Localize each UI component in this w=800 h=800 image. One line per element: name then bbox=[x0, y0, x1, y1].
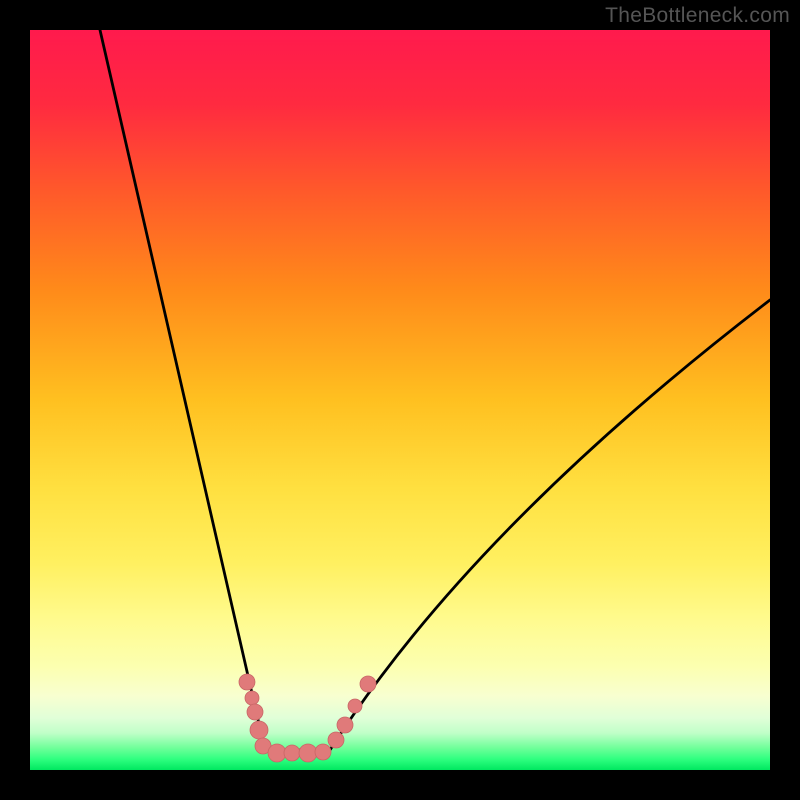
bead bbox=[315, 744, 331, 760]
bead bbox=[328, 732, 344, 748]
bead bbox=[284, 745, 300, 761]
bead bbox=[250, 721, 268, 739]
v-curve-path bbox=[100, 30, 770, 750]
bead bbox=[337, 717, 353, 733]
bead bbox=[247, 704, 263, 720]
figure-root: TheBottleneck.com bbox=[0, 0, 800, 800]
v-curve bbox=[30, 30, 770, 770]
bead bbox=[239, 674, 255, 690]
bead bbox=[268, 744, 286, 762]
plot-area bbox=[30, 30, 770, 770]
bead bbox=[299, 744, 317, 762]
bead bbox=[360, 676, 376, 692]
bead bbox=[348, 699, 362, 713]
watermark-text: TheBottleneck.com bbox=[605, 4, 790, 28]
bead bbox=[245, 691, 259, 705]
